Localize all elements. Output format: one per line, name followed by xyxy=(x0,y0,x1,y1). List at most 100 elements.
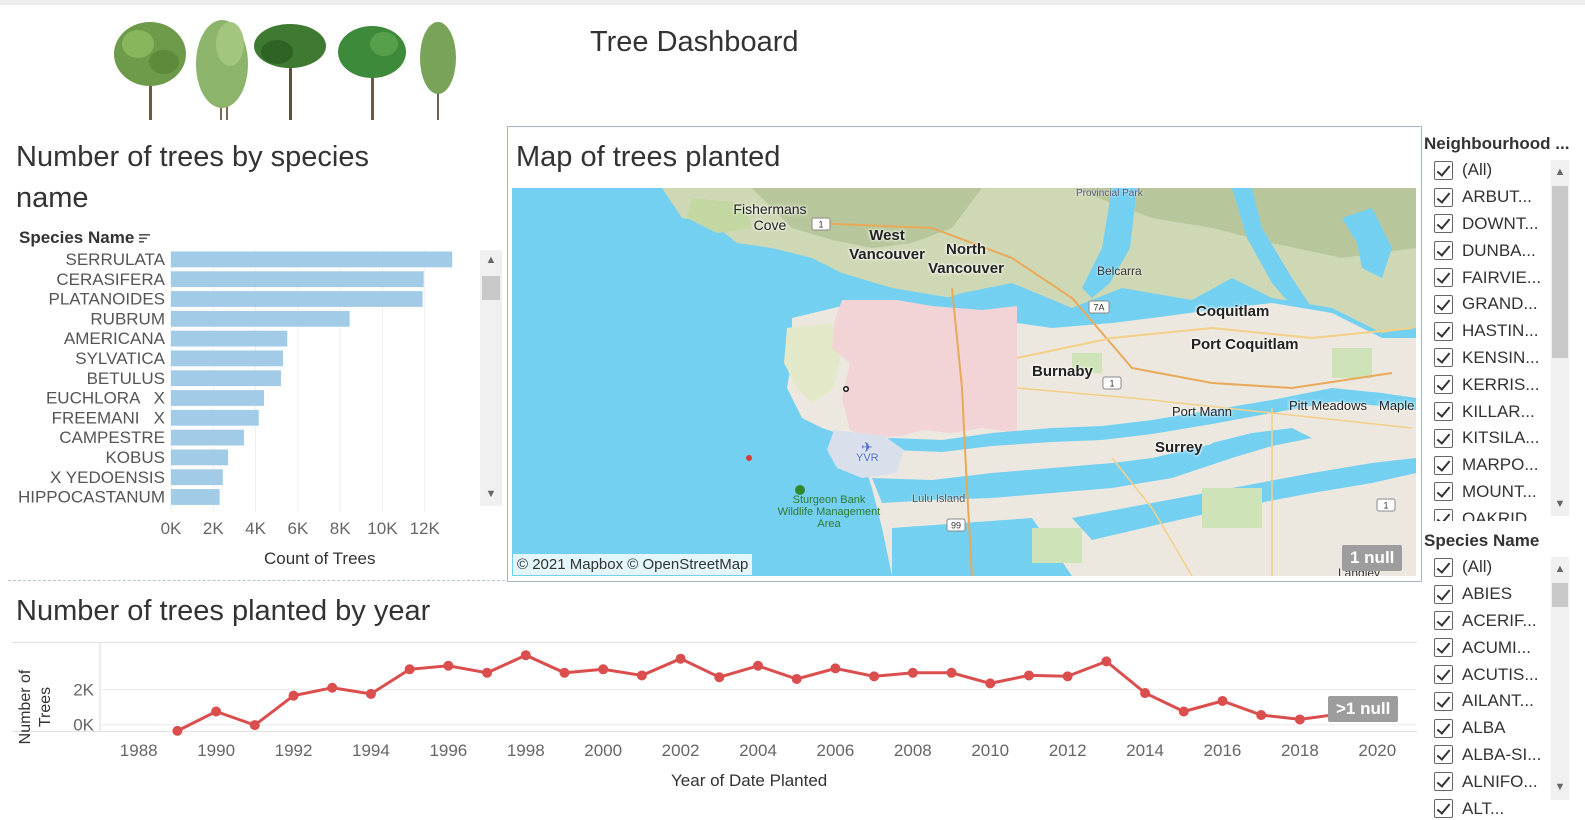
checkbox-checked-icon[interactable] xyxy=(1434,557,1453,577)
scrollbar-thumb[interactable] xyxy=(1552,186,1568,358)
neighbourhood-filter-list: (All) ARBUT... DOWNT... DUNBA... FAIRVIE... G… xyxy=(1424,157,1585,521)
checkbox-checked-icon[interactable] xyxy=(1434,241,1453,261)
checkbox-checked-icon[interactable] xyxy=(1434,294,1453,314)
filter-option[interactable]: ALT... xyxy=(1424,795,1585,820)
arterial-road xyxy=(1111,457,1193,576)
species-chart-scrollbar[interactable]: ▲ ▼ xyxy=(480,250,502,506)
filter-option[interactable]: HASTIN... xyxy=(1424,318,1585,345)
species-label: BETULUS xyxy=(87,369,165,388)
checkbox-checked-icon[interactable] xyxy=(1434,638,1453,658)
checkbox-checked-icon[interactable] xyxy=(1434,428,1453,448)
filter-option[interactable]: (All) xyxy=(1424,157,1585,184)
checkbox-checked-icon[interactable] xyxy=(1434,348,1453,368)
map-null-badge[interactable]: 1 null xyxy=(1342,545,1403,571)
checkbox-checked-icon[interactable] xyxy=(1434,321,1453,341)
map-attribution[interactable]: © 2021 Mapbox © OpenStreetMap xyxy=(513,554,753,575)
species-filter: Species Name (All) ABIES ACERIF... ACUMI...… xyxy=(1424,528,1585,820)
filter-option[interactable]: ALBA-SI... xyxy=(1424,742,1585,769)
filter-option-label: ARBUT... xyxy=(1462,187,1532,207)
checkbox-checked-icon[interactable] xyxy=(1434,214,1453,234)
checkbox-checked-icon[interactable] xyxy=(1434,799,1453,819)
year-null-badge[interactable]: >1 null xyxy=(1328,696,1399,722)
checkbox-checked-icon[interactable] xyxy=(1434,691,1453,711)
checkbox-checked-icon[interactable] xyxy=(1434,665,1453,685)
filter-option[interactable]: OAKRID... xyxy=(1424,505,1585,521)
year-plot-area xyxy=(12,642,1417,732)
checkbox-checked-icon[interactable] xyxy=(1434,611,1453,631)
species-bar xyxy=(171,390,265,406)
checkbox-checked-icon[interactable] xyxy=(1434,482,1453,502)
year-data-point xyxy=(482,667,493,678)
chevron-down-icon[interactable]: ▼ xyxy=(1554,498,1566,510)
checkbox-checked-icon[interactable] xyxy=(1434,455,1453,475)
species-filter-scrollbar[interactable]: ▲ ▼ xyxy=(1551,557,1569,800)
park-patch xyxy=(1032,528,1082,563)
map-label-pitt-meadows: Pitt Meadows xyxy=(1289,398,1368,413)
filter-option[interactable]: (All) xyxy=(1424,554,1585,581)
scrollbar-thumb[interactable] xyxy=(1552,583,1568,607)
filter-option[interactable]: AILANT... xyxy=(1424,688,1585,715)
filter-option[interactable]: ACUMI... xyxy=(1424,634,1585,661)
filter-option[interactable]: ALBA xyxy=(1424,715,1585,742)
map-label-port-coquitlam: Port Coquitlam xyxy=(1191,336,1299,353)
checkbox-checked-icon[interactable] xyxy=(1434,402,1453,422)
neighbourhood-filter-scrollbar[interactable]: ▲ ▼ xyxy=(1551,160,1569,516)
filter-option[interactable]: GRAND... xyxy=(1424,291,1585,318)
filter-option[interactable]: ALNIFO... xyxy=(1424,768,1585,795)
filter-option[interactable]: ARBUT... xyxy=(1424,184,1585,211)
svg-text:1: 1 xyxy=(1383,501,1388,511)
scrollbar-thumb[interactable] xyxy=(482,276,500,300)
filter-option-label: OAKRID... xyxy=(1462,508,1542,521)
filter-option[interactable]: ACUTIS... xyxy=(1424,661,1585,688)
year-data-point xyxy=(830,663,841,674)
filter-option[interactable]: ABIES xyxy=(1424,581,1585,608)
x-tick-label: 2008 xyxy=(894,741,932,760)
checkbox-checked-icon[interactable] xyxy=(1434,268,1453,288)
filter-option-label: KITSILA... xyxy=(1462,428,1540,448)
filter-option[interactable]: KILLAR... xyxy=(1424,398,1585,425)
filter-option[interactable]: FAIRVIE... xyxy=(1424,264,1585,291)
species-label: SERRULATA xyxy=(65,250,165,269)
year-data-point xyxy=(1101,656,1112,667)
chevron-up-icon[interactable]: ▲ xyxy=(485,254,497,266)
filter-option[interactable]: DUNBA... xyxy=(1424,237,1585,264)
tree-illustration-1 xyxy=(114,22,186,120)
chevron-up-icon[interactable]: ▲ xyxy=(1554,166,1566,178)
filter-option[interactable]: MOUNT... xyxy=(1424,479,1585,506)
x-tick-label: 2010 xyxy=(971,741,1009,760)
filter-option[interactable]: MARPO... xyxy=(1424,452,1585,479)
filter-option[interactable]: KENSIN... xyxy=(1424,345,1585,372)
species-name-column-header[interactable]: Species Name xyxy=(19,228,135,247)
filter-option[interactable]: KITSILA... xyxy=(1424,425,1585,452)
year-data-point xyxy=(288,690,299,701)
filter-option[interactable]: KERRIS... xyxy=(1424,371,1585,398)
checkbox-checked-icon[interactable] xyxy=(1434,509,1453,521)
checkbox-checked-icon[interactable] xyxy=(1434,584,1453,604)
boundary-bay xyxy=(892,518,1072,576)
highway-1 xyxy=(811,222,1393,390)
filter-option[interactable]: DOWNT... xyxy=(1424,211,1585,238)
checkbox-checked-icon[interactable] xyxy=(1434,745,1453,765)
park-patch xyxy=(1072,353,1102,373)
chevron-down-icon[interactable]: ▼ xyxy=(1554,781,1566,793)
checkbox-checked-icon[interactable] xyxy=(1434,718,1453,738)
filter-option[interactable]: ACERIF... xyxy=(1424,608,1585,635)
sort-descending-icon[interactable] xyxy=(139,232,151,244)
species-bar-plot: 0K 2K 4K 6K 8K 10K 12K SERRULATACERASIFERAPLATA… xyxy=(18,250,453,538)
checkbox-checked-icon[interactable] xyxy=(1434,160,1453,180)
tree-illustration-5 xyxy=(420,22,456,120)
map-label-sturgeon-bank: Sturgeon Bank Wildlife Management Area xyxy=(777,494,881,530)
species-bar xyxy=(171,330,288,347)
checkbox-checked-icon[interactable] xyxy=(1434,772,1453,792)
species-label: X YEDOENSIS xyxy=(50,468,165,487)
chevron-down-icon[interactable]: ▼ xyxy=(485,488,497,500)
checkbox-checked-icon[interactable] xyxy=(1434,187,1453,207)
chevron-up-icon[interactable]: ▲ xyxy=(1554,563,1566,575)
airplane-icon: ✈ xyxy=(861,439,873,455)
svg-text:7A: 7A xyxy=(1093,303,1104,313)
checkbox-checked-icon[interactable] xyxy=(1434,375,1453,395)
map-label-burnaby: Burnaby xyxy=(1032,363,1093,380)
tree-map[interactable]: 1 7A 1 99 1 ✈ Provincial Park Fishermans… xyxy=(512,188,1416,576)
x-tick-label: 4K xyxy=(245,519,266,538)
map-label-north-vancouver: North Vancouver xyxy=(928,241,1004,277)
